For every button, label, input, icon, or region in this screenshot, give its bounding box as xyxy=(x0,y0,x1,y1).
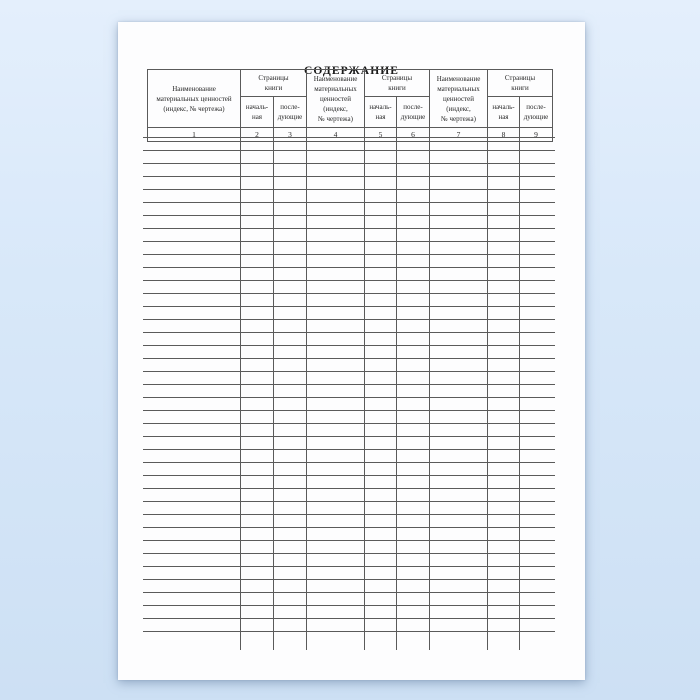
column-divider xyxy=(240,138,241,650)
table-row xyxy=(143,268,555,281)
table-row xyxy=(143,528,555,541)
table-row xyxy=(143,372,555,385)
table-row xyxy=(143,398,555,411)
table-row xyxy=(143,203,555,216)
column-divider xyxy=(519,138,520,650)
table-row xyxy=(143,463,555,476)
table-row xyxy=(143,281,555,294)
table-row xyxy=(143,151,555,164)
header-first-page-2: началь- ная xyxy=(364,96,397,128)
table-row xyxy=(143,385,555,398)
column-divider xyxy=(487,138,488,650)
table-row xyxy=(143,359,555,372)
header-pages-group-1: Страницы книги xyxy=(240,69,307,97)
column-number-7: 7 xyxy=(429,127,488,142)
table-row xyxy=(143,476,555,489)
table-row xyxy=(143,593,555,606)
table-row xyxy=(143,450,555,463)
column-number-4: 4 xyxy=(306,127,365,142)
column-number-9: 9 xyxy=(519,127,553,142)
table-row xyxy=(143,502,555,515)
table-row xyxy=(143,294,555,307)
table-row xyxy=(143,177,555,190)
column-divider xyxy=(306,138,307,650)
table-row xyxy=(143,424,555,437)
table-row xyxy=(143,333,555,346)
column-divider xyxy=(273,138,274,650)
column-divider xyxy=(364,138,365,650)
table-row xyxy=(143,307,555,320)
contents-table-header: Наименование материальных ценностей (инд… xyxy=(147,69,553,142)
table-row xyxy=(143,619,555,632)
header-pages-group-3: Страницы книги xyxy=(487,69,553,97)
header-next-pages-1: после- дующие xyxy=(273,96,307,128)
table-row xyxy=(143,346,555,359)
column-divider xyxy=(429,138,430,650)
header-name-col7: Наименование материальных ценностей (инд… xyxy=(429,69,488,128)
header-first-page-1: началь- ная xyxy=(240,96,274,128)
header-first-page-3: началь- ная xyxy=(487,96,520,128)
table-row xyxy=(143,255,555,268)
table-row xyxy=(143,567,555,580)
table-row xyxy=(143,515,555,528)
table-row xyxy=(143,554,555,567)
header-name-col1: Наименование материальных ценностей (инд… xyxy=(147,69,241,128)
table-row xyxy=(143,320,555,333)
table-row xyxy=(143,411,555,424)
table-row xyxy=(143,541,555,554)
header-pages-group-2: Страницы книги xyxy=(364,69,430,97)
table-row xyxy=(143,229,555,242)
header-next-pages-2: после- дующие xyxy=(396,96,430,128)
table-row xyxy=(143,580,555,593)
header-next-pages-3: после- дующие xyxy=(519,96,553,128)
table-row xyxy=(143,437,555,450)
table-body xyxy=(143,137,555,632)
table-row xyxy=(143,138,555,151)
column-number-8: 8 xyxy=(487,127,520,142)
document-page: СОДЕРЖАНИЕ Наименование материальных цен… xyxy=(118,22,585,680)
table-row xyxy=(143,489,555,502)
column-divider xyxy=(396,138,397,650)
table-row xyxy=(143,164,555,177)
table-row xyxy=(143,216,555,229)
table-row xyxy=(143,242,555,255)
header-name-col4: Наименование материальных ценностей (инд… xyxy=(306,69,365,128)
table-row xyxy=(143,190,555,203)
table-row xyxy=(143,606,555,619)
